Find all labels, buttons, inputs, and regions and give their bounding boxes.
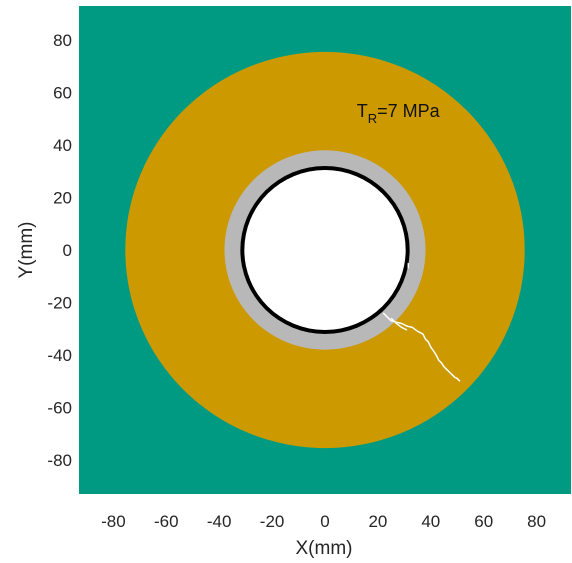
y-tick-label: -20: [47, 293, 72, 312]
annotation-base: T: [357, 101, 368, 121]
plot-area: [79, 6, 571, 494]
y-axis-ticks: 80 60 40 20 0 -20 -40 -60 -80: [47, 31, 72, 470]
x-tick-label: -20: [260, 512, 285, 531]
y-tick-label: 0: [63, 241, 72, 260]
annotation-subscript: R: [368, 111, 377, 126]
x-tick-label: -80: [101, 512, 126, 531]
x-axis-ticks: -80 -60 -40 -20 0 20 40 60 80: [101, 512, 546, 531]
region-hole: [244, 169, 406, 331]
x-axis-label: X(mm): [296, 538, 353, 559]
x-tick-label: -40: [207, 512, 232, 531]
crack-path-2: [390, 317, 408, 331]
y-tick-label: 40: [53, 136, 72, 155]
y-tick-label: 20: [53, 189, 72, 208]
x-tick-label: 60: [474, 512, 493, 531]
y-tick-label: 80: [53, 31, 72, 50]
crack-path-1: [382, 312, 461, 382]
x-tick-label: 0: [320, 512, 329, 531]
x-tick-label: -60: [154, 512, 179, 531]
y-tick-label: -60: [47, 398, 72, 417]
load-annotation: TR=7 MPa: [357, 101, 441, 126]
y-tick-label: -80: [47, 451, 72, 470]
y-tick-label: 60: [53, 84, 72, 103]
x-tick-label: 20: [368, 512, 387, 531]
x-tick-label: 40: [421, 512, 440, 531]
x-tick-label: 80: [527, 512, 546, 531]
y-tick-label: -40: [47, 346, 72, 365]
annotation-rest: =7 MPa: [377, 101, 441, 121]
y-axis-label: Y(mm): [16, 222, 37, 279]
